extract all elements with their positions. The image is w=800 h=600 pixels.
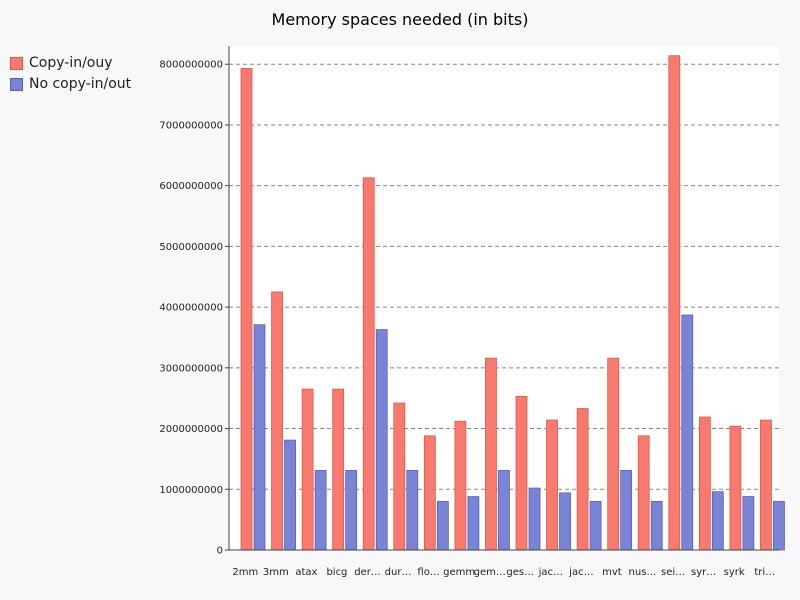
bar-no-copy-in-out (345, 470, 358, 551)
legend: Copy-in/ouy No copy-in/out (10, 53, 131, 95)
bar-no-copy-in-out (406, 470, 419, 551)
y-tick-label: 1000000000 (159, 485, 223, 496)
bar-no-copy-in-out (528, 487, 541, 551)
bar-copy-in-out (423, 435, 436, 551)
bar-copy-in-out (240, 68, 253, 551)
y-tick-label: 4000000000 (159, 303, 223, 314)
bar-no-copy-in-out (742, 496, 755, 551)
bar-copy-in-out (668, 55, 681, 551)
x-tick-label: 2mm (232, 567, 258, 578)
bar-no-copy-in-out (589, 501, 602, 551)
legend-item-copy-in-out[interactable]: Copy-in/ouy (10, 53, 131, 73)
legend-label: Copy-in/ouy (29, 55, 113, 71)
legend-label: No copy-in/out (29, 76, 132, 92)
x-tick-label: nus… (629, 567, 657, 578)
bar-copy-in-out (515, 395, 528, 551)
legend-swatch-copy-in-out (10, 56, 23, 70)
x-tick-label: gem… (474, 567, 506, 578)
x-tick-label: syr… (691, 567, 716, 578)
bar-copy-in-out (546, 419, 558, 551)
bar-no-copy-in-out (284, 439, 296, 551)
bar-no-copy-in-out (436, 501, 449, 551)
bar-no-copy-in-out (314, 470, 327, 551)
bar-no-copy-in-out (559, 492, 571, 551)
bar-no-copy-in-out (711, 491, 724, 551)
x-tick-label: atax (295, 567, 317, 578)
x-tick-label: sei… (661, 567, 685, 578)
x-tick-label: flo… (417, 567, 439, 578)
y-tick-label: 3000000000 (159, 363, 223, 374)
legend-item-no-copy-in-out[interactable]: No copy-in/out (10, 74, 131, 94)
x-tick-label: 3mm (263, 567, 289, 578)
x-tick-label: mvt (602, 567, 622, 578)
bar-copy-in-out (607, 357, 620, 551)
x-tick-label: der… (354, 567, 381, 578)
y-tick-label: 8000000000 (159, 60, 223, 71)
bar-copy-in-out (301, 388, 314, 551)
bar-copy-in-out (362, 177, 375, 551)
bar-copy-in-out (637, 435, 650, 551)
bar-no-copy-in-out (650, 501, 663, 551)
y-tick-label: 6000000000 (159, 181, 223, 192)
bar-copy-in-out (760, 419, 772, 551)
y-tick-label: 0 (217, 546, 223, 557)
y-tick-label: 5000000000 (159, 242, 223, 253)
x-tick-label: gemm (443, 567, 475, 578)
x-tick-label: syrk (724, 567, 745, 578)
bar-copy-in-out (454, 420, 467, 551)
x-tick-label: dur… (385, 567, 412, 578)
bar-copy-in-out (271, 291, 283, 551)
bar-no-copy-in-out (773, 501, 785, 551)
x-tick-label: ges… (506, 567, 534, 578)
legend-swatch-no-copy-in-out (10, 77, 23, 91)
bar-copy-in-out (485, 357, 497, 551)
bar-no-copy-in-out (467, 496, 480, 551)
bar-copy-in-out (698, 416, 711, 551)
bar-no-copy-in-out (375, 329, 388, 551)
chart-title: Memory spaces needed (in bits) (271, 10, 529, 29)
bar-no-copy-in-out (620, 470, 633, 551)
x-tick-label: jac… (538, 567, 563, 578)
bar-copy-in-out (332, 388, 345, 551)
y-tick-label: 7000000000 (159, 120, 223, 131)
bar-copy-in-out (393, 402, 406, 551)
bar-no-copy-in-out (498, 470, 510, 551)
x-tick-label: tri… (754, 567, 775, 578)
x-tick-label: jac… (568, 567, 593, 578)
bar-no-copy-in-out (681, 314, 694, 551)
y-tick-label: 2000000000 (159, 424, 223, 435)
bar-copy-in-out (729, 425, 742, 551)
x-tick-label: bicg (326, 567, 347, 578)
bar-no-copy-in-out (253, 324, 266, 551)
bar-copy-in-out (576, 408, 589, 551)
